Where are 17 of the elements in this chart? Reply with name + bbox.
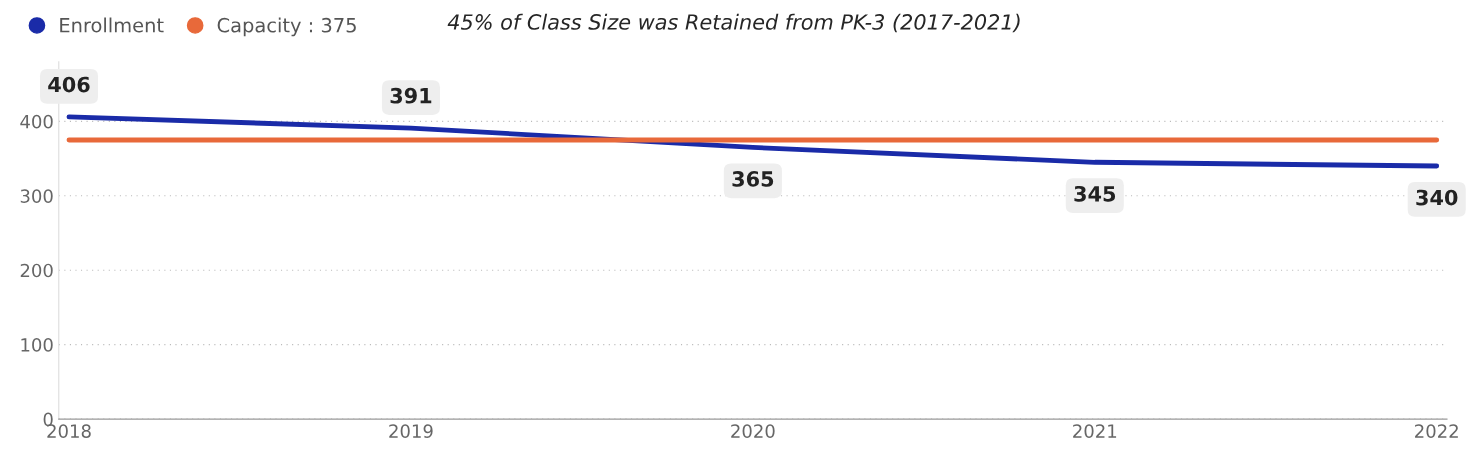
- legend-label: Enrollment: [60, 17, 164, 33]
- legend-label: Capacity : 375: [217, 17, 356, 37]
- y-tick-label: 300: [20, 189, 53, 203]
- data-label: 391: [390, 87, 432, 104]
- line-series: [66, 114, 1440, 169]
- y-tick-label: 400: [20, 114, 53, 129]
- data-label: 340: [1416, 189, 1458, 206]
- x-tick-label: 2021: [1073, 424, 1117, 438]
- chart-title: 45% of Class Size was Retained from PK-3 (2017-2021): [447, 13, 1020, 33]
- data-label: 406: [48, 76, 90, 93]
- y-tick-label: 100: [21, 338, 53, 352]
- data-label: 345: [1074, 185, 1116, 202]
- x-tick-label: 2022: [1415, 424, 1458, 438]
- y-tick-label: 200: [20, 263, 53, 278]
- x-tick-label: 2020: [731, 424, 775, 438]
- x-tick-label: 2019: [389, 424, 433, 438]
- data-label: 365: [732, 171, 774, 187]
